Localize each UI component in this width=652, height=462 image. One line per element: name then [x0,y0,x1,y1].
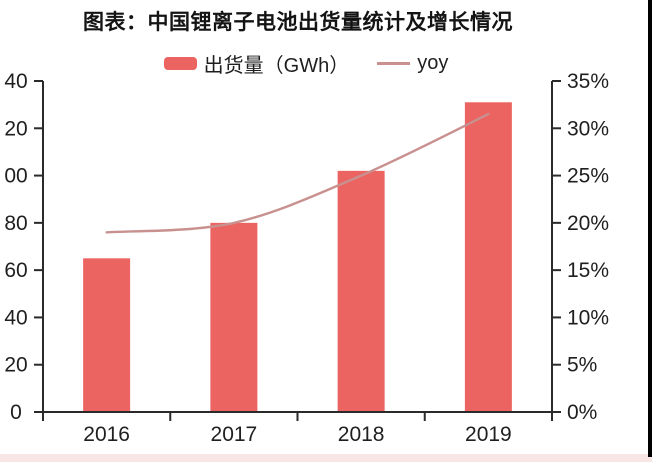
left-axis-tick-label: 20 [4,117,27,140]
right-axis-tick-label: 25% [567,165,609,188]
chart-title: 图表：中国锂离子电池出货量统计及增长情况 [83,11,513,34]
left-axis-tick-label: 40 [4,70,27,93]
right-axis-tick-label: 10% [567,306,609,329]
right-axis-tick-label: 0% [567,401,597,424]
right-axis-tick-label: 15% [567,259,609,282]
right-axis-tick-label: 30% [567,117,609,140]
bar-2017 [210,222,258,412]
line-series-label: yoy [417,52,449,74]
right-axis-tick-label: 5% [567,354,597,377]
x-axis-label-2016: 2016 [83,423,130,446]
x-axis-label-2019: 2019 [465,423,512,446]
bar-2019 [464,102,512,413]
legend-item-shipments: 出货量（GWh） [163,49,350,78]
line-series-swatch-icon [377,62,411,65]
legend: 出货量（GWh） yoy [0,49,612,78]
left-axis-tick-label: 80 [4,212,27,235]
bottom-strip-decoration [0,454,652,462]
right-axis-tick-label: 20% [567,212,609,235]
bar-2018 [337,170,385,412]
right-axis-tick-label: 35% [567,70,609,93]
bar-series-swatch-icon [163,57,197,70]
x-axis-label-2017: 2017 [211,423,258,446]
left-axis-tick-label: 20 [4,354,27,377]
left-axis-tick-label: 60 [4,259,27,282]
left-axis-tick-label: 0 [10,401,22,424]
legend-item-yoy: yoy [377,52,448,75]
left-axis-tick-label: 00 [4,165,27,188]
left-axis-tick-label: 40 [4,306,27,329]
yoy-line [105,112,490,234]
right-edge-border [648,0,652,457]
bar-2016 [83,258,131,412]
bar-series-label: 出货量（GWh） [203,55,350,77]
x-axis-label-2018: 2018 [338,423,385,446]
